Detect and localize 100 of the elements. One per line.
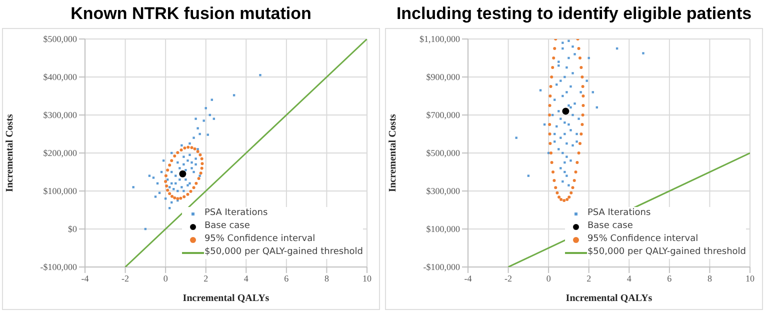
point bbox=[179, 170, 186, 178]
x-tick-label: -2 bbox=[504, 273, 512, 284]
y-tick-label: -$100,000 bbox=[423, 262, 460, 272]
point bbox=[165, 184, 168, 188]
y-tick-label: $300,000 bbox=[43, 110, 78, 120]
x-axis-title: Incremental QALYs bbox=[182, 293, 270, 304]
point bbox=[562, 199, 566, 202]
legend-label: $50,000 per QALY-gained threshold bbox=[204, 246, 363, 259]
y-tick-label: $700,000 bbox=[426, 110, 460, 120]
point bbox=[560, 198, 563, 202]
point bbox=[176, 151, 180, 154]
point bbox=[578, 142, 582, 145]
point bbox=[577, 152, 580, 154]
point bbox=[168, 164, 172, 167]
y-tick-label: $100,000 bbox=[426, 224, 460, 234]
point bbox=[553, 47, 556, 50]
x-tick-label: 10 bbox=[362, 273, 372, 284]
chart-title: Known NTRK fusion mutation bbox=[70, 3, 312, 25]
point bbox=[581, 85, 584, 88]
point bbox=[548, 104, 552, 107]
x-tick-label: -4 bbox=[81, 273, 90, 284]
y-tick-label: $200,000 bbox=[43, 148, 78, 158]
point bbox=[197, 176, 200, 180]
point bbox=[552, 179, 556, 182]
y-axis-title: Incremental Costs bbox=[4, 114, 16, 192]
point bbox=[173, 154, 176, 158]
point bbox=[562, 108, 570, 115]
y-axis-title: Incremental Costs bbox=[388, 114, 399, 192]
point bbox=[198, 153, 202, 156]
y-tick-label: $0 bbox=[68, 224, 78, 234]
y-tick-label: $900,000 bbox=[426, 72, 460, 82]
point bbox=[570, 191, 573, 194]
point bbox=[580, 123, 584, 126]
point bbox=[582, 104, 585, 107]
point bbox=[199, 172, 202, 175]
legend-label: 95% Confidence interval bbox=[587, 233, 698, 246]
point bbox=[550, 161, 554, 164]
x-tick-label: 6 bbox=[667, 273, 672, 284]
point bbox=[577, 47, 580, 50]
y-tick-label: -$100,000 bbox=[40, 262, 78, 272]
point bbox=[190, 146, 194, 150]
point bbox=[551, 66, 554, 69]
x-tick-label: 2 bbox=[204, 273, 208, 284]
y-tick-label: $1,100,000 bbox=[420, 34, 460, 44]
point bbox=[193, 147, 196, 150]
point bbox=[552, 170, 555, 174]
x-tick-label: 6 bbox=[284, 273, 290, 284]
point bbox=[170, 194, 174, 198]
point bbox=[548, 142, 552, 145]
point bbox=[556, 191, 559, 194]
point bbox=[182, 195, 186, 198]
point bbox=[550, 76, 554, 78]
x-tick-label: 0 bbox=[163, 273, 168, 284]
point bbox=[572, 179, 576, 182]
point bbox=[582, 94, 585, 98]
point bbox=[566, 198, 569, 202]
point bbox=[574, 170, 578, 174]
point bbox=[173, 196, 176, 200]
chart-title: Including testing to identify eligible patients bbox=[395, 3, 753, 25]
y-tick-label: $300,000 bbox=[426, 186, 460, 196]
x-tick-label: 4 bbox=[626, 273, 632, 284]
legend-label: 95% Confidence interval bbox=[204, 233, 316, 246]
x-tick-label: 2 bbox=[586, 273, 592, 284]
x-tick-label: 10 bbox=[746, 273, 755, 284]
point bbox=[580, 76, 584, 78]
point bbox=[580, 66, 583, 69]
point bbox=[186, 146, 190, 149]
point bbox=[196, 150, 200, 153]
point bbox=[568, 196, 571, 199]
point bbox=[166, 188, 170, 192]
point bbox=[164, 174, 168, 178]
x-tick-label: -4 bbox=[464, 273, 472, 284]
legend-label: $50,000 per QALY-gained threshold bbox=[587, 246, 746, 259]
point bbox=[549, 152, 552, 154]
point bbox=[180, 148, 183, 152]
point bbox=[571, 186, 574, 190]
point bbox=[548, 123, 552, 126]
point bbox=[170, 159, 174, 162]
point bbox=[549, 85, 552, 88]
legend-label: Base case bbox=[204, 220, 250, 233]
x-tick-label: 8 bbox=[707, 273, 712, 284]
point bbox=[548, 132, 552, 136]
point bbox=[179, 196, 182, 200]
point bbox=[186, 192, 190, 196]
point bbox=[200, 166, 204, 170]
point bbox=[166, 168, 170, 172]
x-tick-label: -2 bbox=[122, 273, 130, 284]
x-tick-label: 4 bbox=[244, 273, 249, 284]
x-tick-label: 8 bbox=[324, 273, 330, 284]
point bbox=[552, 56, 556, 60]
y-tick-label: $400,000 bbox=[43, 72, 78, 82]
point bbox=[548, 114, 552, 116]
point bbox=[554, 186, 558, 190]
point bbox=[580, 132, 583, 136]
point bbox=[200, 157, 204, 160]
y-tick-label: $100,000 bbox=[43, 186, 78, 196]
point bbox=[558, 196, 561, 199]
point bbox=[581, 114, 584, 116]
point bbox=[168, 192, 172, 196]
legend-label: PSA Iterations bbox=[587, 207, 651, 220]
